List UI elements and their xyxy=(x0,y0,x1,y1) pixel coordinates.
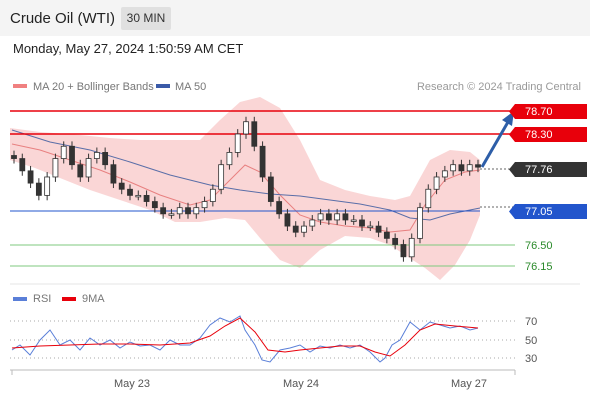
candle-body xyxy=(185,207,191,215)
ma50-legend-swatch xyxy=(156,84,170,88)
timeframe-button[interactable]: 30 MIN xyxy=(121,7,171,30)
candle-body xyxy=(218,164,225,190)
candle-body xyxy=(334,213,341,221)
candle-body xyxy=(433,176,440,190)
candle-body xyxy=(193,207,200,215)
candle-body xyxy=(466,164,473,172)
rsi-ma-legend-label: 9MA xyxy=(82,293,105,305)
candle-body xyxy=(77,164,84,178)
candle-body xyxy=(367,225,374,228)
datetime-label: Monday, May 27, 2024 1:50:59 AM CET xyxy=(13,41,244,56)
candle-body xyxy=(52,158,59,178)
candle-body xyxy=(160,207,167,215)
candle-body xyxy=(69,145,75,166)
candle-body xyxy=(251,121,258,147)
resistance-1-value: 78.30 xyxy=(525,129,553,141)
credit-text: Research © 2024 Trading Central xyxy=(417,81,581,93)
rsi-ma-line xyxy=(11,317,479,357)
candle-body xyxy=(350,219,357,222)
candle-body xyxy=(60,145,67,159)
candle-body xyxy=(110,164,117,184)
support-1-badge xyxy=(515,204,587,219)
candle-body xyxy=(127,188,133,196)
candle-body xyxy=(11,155,17,159)
candle-body xyxy=(276,201,283,215)
instrument-title: Crude Oil (WTI) xyxy=(10,10,115,27)
candle-body xyxy=(102,152,109,166)
ma50-legend-label: MA 50 xyxy=(175,81,206,93)
forecast-arrow-head xyxy=(502,111,514,126)
candle-body xyxy=(234,133,241,153)
candle-body xyxy=(93,152,100,159)
candle-body xyxy=(342,213,349,221)
candle-body xyxy=(259,145,266,178)
candle-body xyxy=(292,225,299,233)
rsi-tick-50: 50 xyxy=(525,335,537,347)
candle-body xyxy=(392,237,399,245)
candle-body xyxy=(417,207,423,239)
candle-body xyxy=(135,194,142,198)
resistance-2-value: 78.70 xyxy=(525,106,553,118)
candle-body xyxy=(209,188,216,202)
bb-legend-label: MA 20 + Bollinger Bands xyxy=(33,81,154,93)
candle-body xyxy=(27,170,34,184)
support-1-value: 77.05 xyxy=(525,206,553,218)
support-2-value: 76.50 xyxy=(525,240,553,252)
candle-body xyxy=(226,152,233,166)
bollinger-band xyxy=(10,97,480,280)
forecast-arrow xyxy=(480,121,510,168)
candle-body xyxy=(458,164,465,172)
rsi-ma-legend-swatch xyxy=(62,297,76,301)
current-price-badge xyxy=(515,162,587,177)
candle-body xyxy=(359,219,365,227)
candle-body xyxy=(375,225,382,233)
candle-body xyxy=(450,164,457,172)
rsi-tick-70: 70 xyxy=(525,316,537,328)
candle-body xyxy=(85,158,92,178)
candle-body xyxy=(243,121,249,135)
candle-body xyxy=(118,182,125,190)
x-label-may24: May 24 xyxy=(283,378,319,390)
current-price-value: 77.76 xyxy=(525,164,553,176)
candle-body xyxy=(143,194,150,202)
candle-body xyxy=(201,201,208,209)
rsi-legend-label: RSI xyxy=(33,293,51,305)
candle-body xyxy=(301,225,307,233)
x-label-may27: May 27 xyxy=(451,378,487,390)
rsi-tick-30: 30 xyxy=(525,353,537,365)
candle-body xyxy=(44,176,51,196)
candle-body xyxy=(441,170,448,178)
support-3-value: 76.15 xyxy=(525,261,553,273)
ma50-line xyxy=(11,129,481,221)
bb-legend-swatch xyxy=(13,84,27,88)
candle-body xyxy=(151,201,158,209)
candle-body xyxy=(475,164,481,168)
candle-body xyxy=(408,237,415,258)
candle-body xyxy=(35,182,42,196)
candle-body xyxy=(267,176,274,202)
rsi-line xyxy=(11,315,479,363)
rsi-legend-swatch xyxy=(13,297,27,301)
candle-body xyxy=(309,219,316,227)
candle-body xyxy=(168,213,175,216)
x-label-may23: May 23 xyxy=(114,378,150,390)
candle-body xyxy=(400,244,407,258)
candlesticks xyxy=(11,116,481,262)
resistance-2-badge xyxy=(515,104,587,119)
resistance-1-badge xyxy=(515,127,587,142)
candle-body xyxy=(176,207,183,215)
candle-body xyxy=(425,188,432,209)
candle-body xyxy=(19,158,26,172)
candle-body xyxy=(284,213,291,227)
candle-body xyxy=(317,213,324,221)
candle-body xyxy=(325,213,332,221)
candle-body xyxy=(383,231,390,239)
header-bar: Crude Oil (WTI) 30 MIN xyxy=(0,0,590,36)
